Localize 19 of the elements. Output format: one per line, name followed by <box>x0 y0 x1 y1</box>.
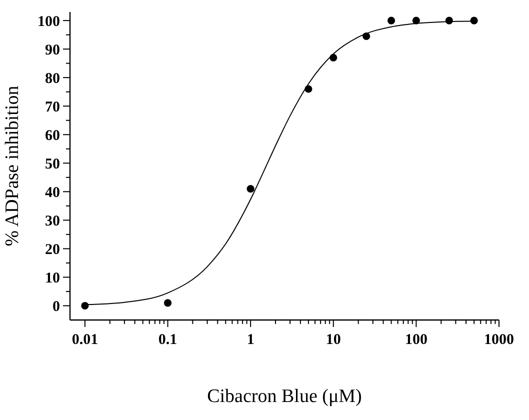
x-tick-label: 10 <box>326 332 341 348</box>
y-tick-label: 60 <box>45 128 60 144</box>
y-tick-label: 40 <box>45 184 60 201</box>
x-tick-label: 100 <box>404 332 428 348</box>
x-tick-label: 1000 <box>484 332 514 348</box>
x-tick-label: 1 <box>246 332 254 348</box>
y-tick-label: 0 <box>52 298 60 315</box>
x-tick-label: 0.01 <box>72 332 98 348</box>
y-tick-label: 50 <box>45 156 60 172</box>
x-axis-title: Cibacron Blue (μM) <box>207 386 362 407</box>
x-tick-label: 0.1 <box>158 332 178 348</box>
y-tick-label: 90 <box>45 42 60 58</box>
y-tick-label: 10 <box>45 270 60 286</box>
y-tick-label: 20 <box>45 242 60 258</box>
y-tick-label: 80 <box>45 70 60 87</box>
y-tick-label: 30 <box>45 213 60 230</box>
y-tick-label: 100 <box>38 14 60 30</box>
y-tick-label: 70 <box>45 99 60 116</box>
y-axis-title: % ADPase inhibition <box>2 85 23 246</box>
